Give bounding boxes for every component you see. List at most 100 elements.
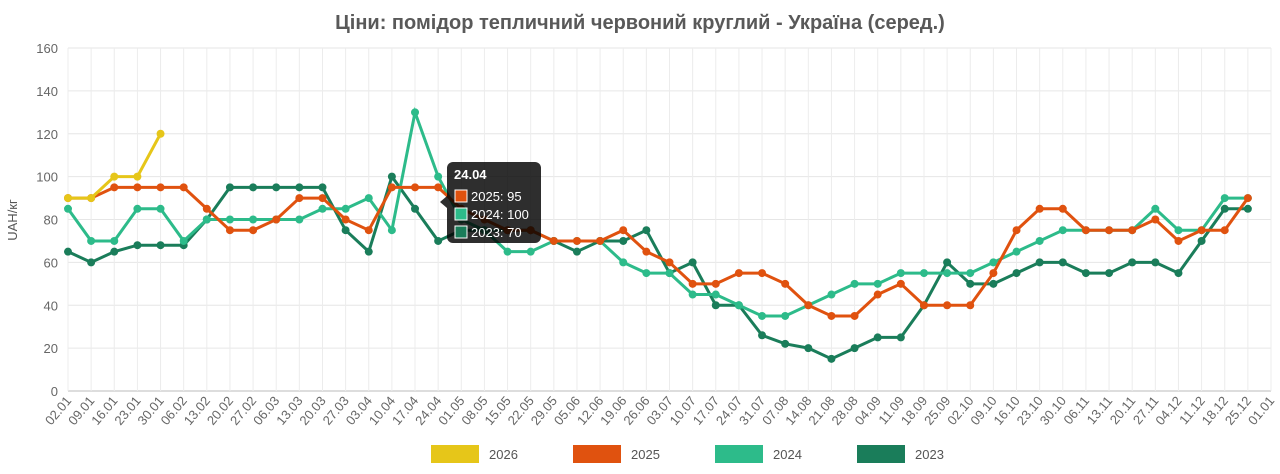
data-point: [642, 269, 651, 278]
tooltip-swatch: [454, 189, 468, 203]
data-point: [272, 183, 281, 192]
data-point: [225, 226, 234, 235]
tooltip-arrow: [440, 196, 447, 208]
data-point: [1128, 258, 1137, 267]
data-point: [411, 204, 420, 213]
data-point: [249, 226, 258, 235]
data-point: [711, 301, 720, 310]
data-point: [781, 311, 790, 320]
data-point: [1035, 236, 1044, 245]
x-tick-label: 30.10: [1037, 393, 1069, 428]
data-point: [295, 183, 304, 192]
x-tick-label: 04.09: [852, 393, 884, 428]
data-point: [387, 226, 396, 235]
data-point: [133, 204, 142, 213]
data-point: [943, 269, 952, 278]
x-tick-label: 01.01: [1245, 393, 1277, 428]
data-point: [734, 269, 743, 278]
data-point: [619, 258, 628, 267]
data-point: [133, 241, 142, 250]
data-point: [411, 183, 420, 192]
data-point: [156, 183, 165, 192]
data-point: [1197, 226, 1206, 235]
data-point: [943, 258, 952, 267]
data-point: [781, 339, 790, 348]
data-point: [1174, 269, 1183, 278]
tooltip-title: 24.04: [454, 167, 487, 182]
data-point: [1174, 236, 1183, 245]
data-point: [642, 226, 651, 235]
y-tick-label: 40: [44, 298, 58, 313]
data-point: [1012, 269, 1021, 278]
data-point: [272, 215, 281, 224]
data-point: [827, 354, 836, 363]
data-point: [110, 247, 119, 256]
data-point: [364, 226, 373, 235]
data-point: [1128, 226, 1137, 235]
data-point: [804, 344, 813, 353]
data-point: [1151, 204, 1160, 213]
data-point: [1035, 258, 1044, 267]
legend-label: 2023: [915, 447, 944, 462]
data-point: [133, 183, 142, 192]
data-point: [804, 301, 813, 310]
data-point: [364, 247, 373, 256]
data-point: [1105, 269, 1114, 278]
data-point: [734, 301, 743, 310]
data-point: [318, 194, 327, 203]
data-point: [1058, 226, 1067, 235]
data-point: [1174, 226, 1183, 235]
data-point: [434, 172, 443, 181]
data-point: [341, 215, 350, 224]
data-point: [850, 311, 859, 320]
data-point: [688, 258, 697, 267]
data-point: [966, 269, 975, 278]
y-tick-label: 60: [44, 255, 58, 270]
data-point: [1081, 226, 1090, 235]
data-point: [989, 269, 998, 278]
data-point: [503, 247, 512, 256]
x-tick-label: 20.11: [1107, 393, 1139, 427]
data-point: [249, 215, 258, 224]
data-point: [1151, 258, 1160, 267]
data-point: [202, 215, 211, 224]
data-point: [850, 279, 859, 288]
data-point: [225, 215, 234, 224]
data-point: [110, 183, 119, 192]
legend-swatch: [857, 445, 905, 463]
data-point: [642, 247, 651, 256]
data-point: [434, 183, 443, 192]
x-tick-label: 13.11: [1084, 393, 1116, 427]
data-point: [341, 204, 350, 213]
data-point: [156, 129, 165, 138]
data-point: [943, 301, 952, 310]
data-point: [1058, 258, 1067, 267]
data-point: [133, 172, 142, 181]
data-point: [758, 311, 767, 320]
data-point: [619, 236, 628, 245]
y-axis-label: UAH/кг: [5, 199, 20, 241]
data-point: [364, 194, 373, 203]
tooltip-item: 2023: 70: [471, 225, 522, 240]
data-point: [1220, 194, 1229, 203]
data-point: [688, 279, 697, 288]
data-point: [896, 269, 905, 278]
data-point: [572, 247, 581, 256]
data-point: [156, 241, 165, 250]
data-point: [1197, 236, 1206, 245]
chart-title: Ціни: помідор тепличний червоний круглий…: [335, 12, 945, 34]
legend-label: 2025: [631, 447, 660, 462]
data-point: [596, 236, 605, 245]
data-point: [665, 269, 674, 278]
data-point: [1012, 226, 1021, 235]
data-point: [318, 204, 327, 213]
data-point: [873, 333, 882, 342]
data-point: [873, 279, 882, 288]
tooltip-item: 2024: 100: [471, 207, 529, 222]
data-point: [179, 236, 188, 245]
data-point: [1105, 226, 1114, 235]
data-point: [1220, 204, 1229, 213]
data-point: [1081, 269, 1090, 278]
y-tick-label: 100: [36, 170, 58, 185]
